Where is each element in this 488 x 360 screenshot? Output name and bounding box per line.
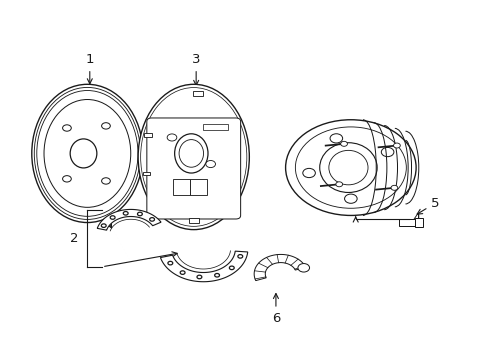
Circle shape [123,212,128,215]
Polygon shape [97,210,161,230]
Text: 6: 6 [271,293,280,325]
Circle shape [335,182,342,187]
Circle shape [180,271,184,274]
Polygon shape [160,251,247,282]
Circle shape [229,266,234,270]
Circle shape [62,176,71,182]
Circle shape [102,178,110,184]
Bar [192,90,203,96]
Circle shape [381,148,393,157]
Circle shape [101,224,106,228]
Circle shape [297,264,309,272]
Text: 2: 2 [69,232,78,245]
Ellipse shape [32,84,142,222]
Circle shape [110,216,115,219]
Circle shape [302,168,315,177]
Text: 1: 1 [85,53,94,84]
Circle shape [149,218,154,221]
Bar [188,219,198,224]
Ellipse shape [138,84,249,230]
Circle shape [237,255,242,258]
Circle shape [167,261,172,265]
Circle shape [393,143,400,148]
Circle shape [340,141,347,146]
Bar [173,179,190,195]
Circle shape [167,134,177,141]
Bar [398,219,414,226]
Circle shape [197,275,202,279]
Text: 4: 4 [411,212,420,225]
Circle shape [285,120,415,215]
Circle shape [137,212,142,216]
Ellipse shape [34,87,140,220]
Ellipse shape [44,99,130,207]
Ellipse shape [70,139,97,168]
FancyBboxPatch shape [146,118,240,219]
Ellipse shape [174,134,207,173]
Bar [414,218,423,227]
Circle shape [62,125,71,131]
Polygon shape [254,255,305,280]
Ellipse shape [141,87,246,226]
Circle shape [344,194,356,203]
Circle shape [102,123,110,129]
Circle shape [329,134,342,143]
Bar [189,179,207,195]
Text: 5: 5 [416,197,439,214]
Ellipse shape [319,143,376,193]
Bar [143,133,151,137]
Circle shape [214,274,219,277]
Circle shape [295,127,406,208]
Circle shape [390,185,397,190]
Bar [203,124,227,130]
Ellipse shape [37,90,138,216]
Ellipse shape [328,150,367,185]
Bar [142,171,150,175]
Circle shape [205,161,215,168]
Text: 3: 3 [191,53,200,85]
Ellipse shape [179,140,203,167]
